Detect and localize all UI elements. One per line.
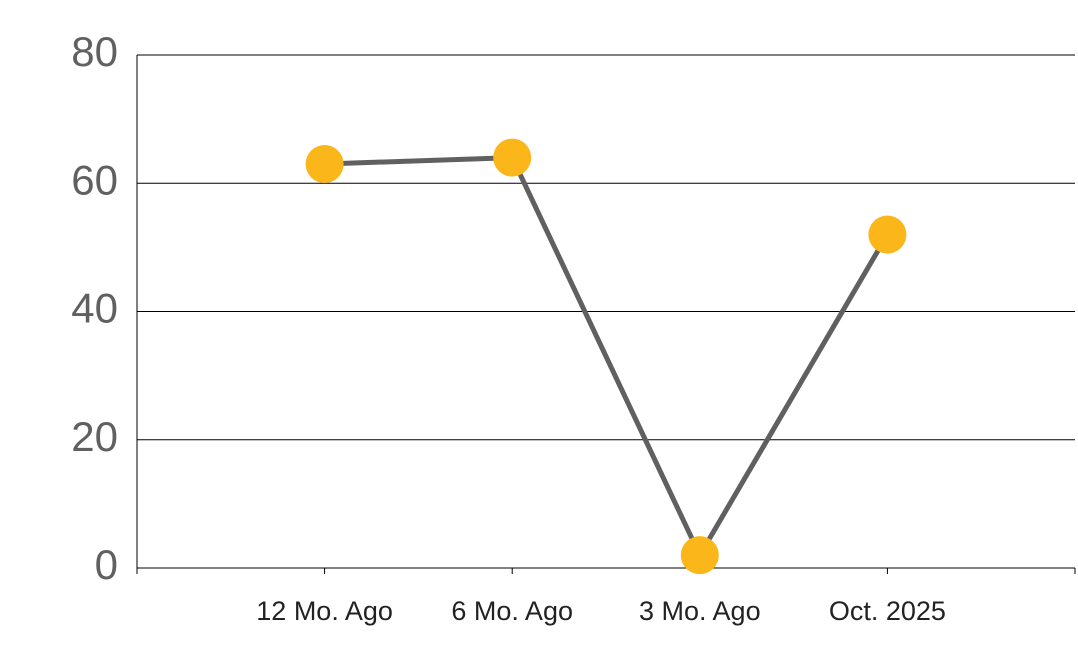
- y-tick-label: 0: [95, 541, 118, 588]
- point: [868, 215, 907, 254]
- x-tick-label: 6 Mo. Ago: [451, 596, 573, 626]
- x-tick-label: 12 Mo. Ago: [256, 596, 393, 626]
- x-tick-label: Oct. 2025: [829, 596, 946, 626]
- point: [305, 145, 344, 184]
- y-tick-label: 40: [71, 285, 118, 332]
- y-tick-label: 60: [71, 156, 118, 203]
- point: [493, 138, 532, 177]
- y-tick-label: 80: [71, 28, 118, 75]
- x-tick-label: 3 Mo. Ago: [639, 596, 761, 626]
- y-tick-label: 20: [71, 413, 118, 460]
- line: [324, 155, 890, 561]
- point: [680, 536, 719, 575]
